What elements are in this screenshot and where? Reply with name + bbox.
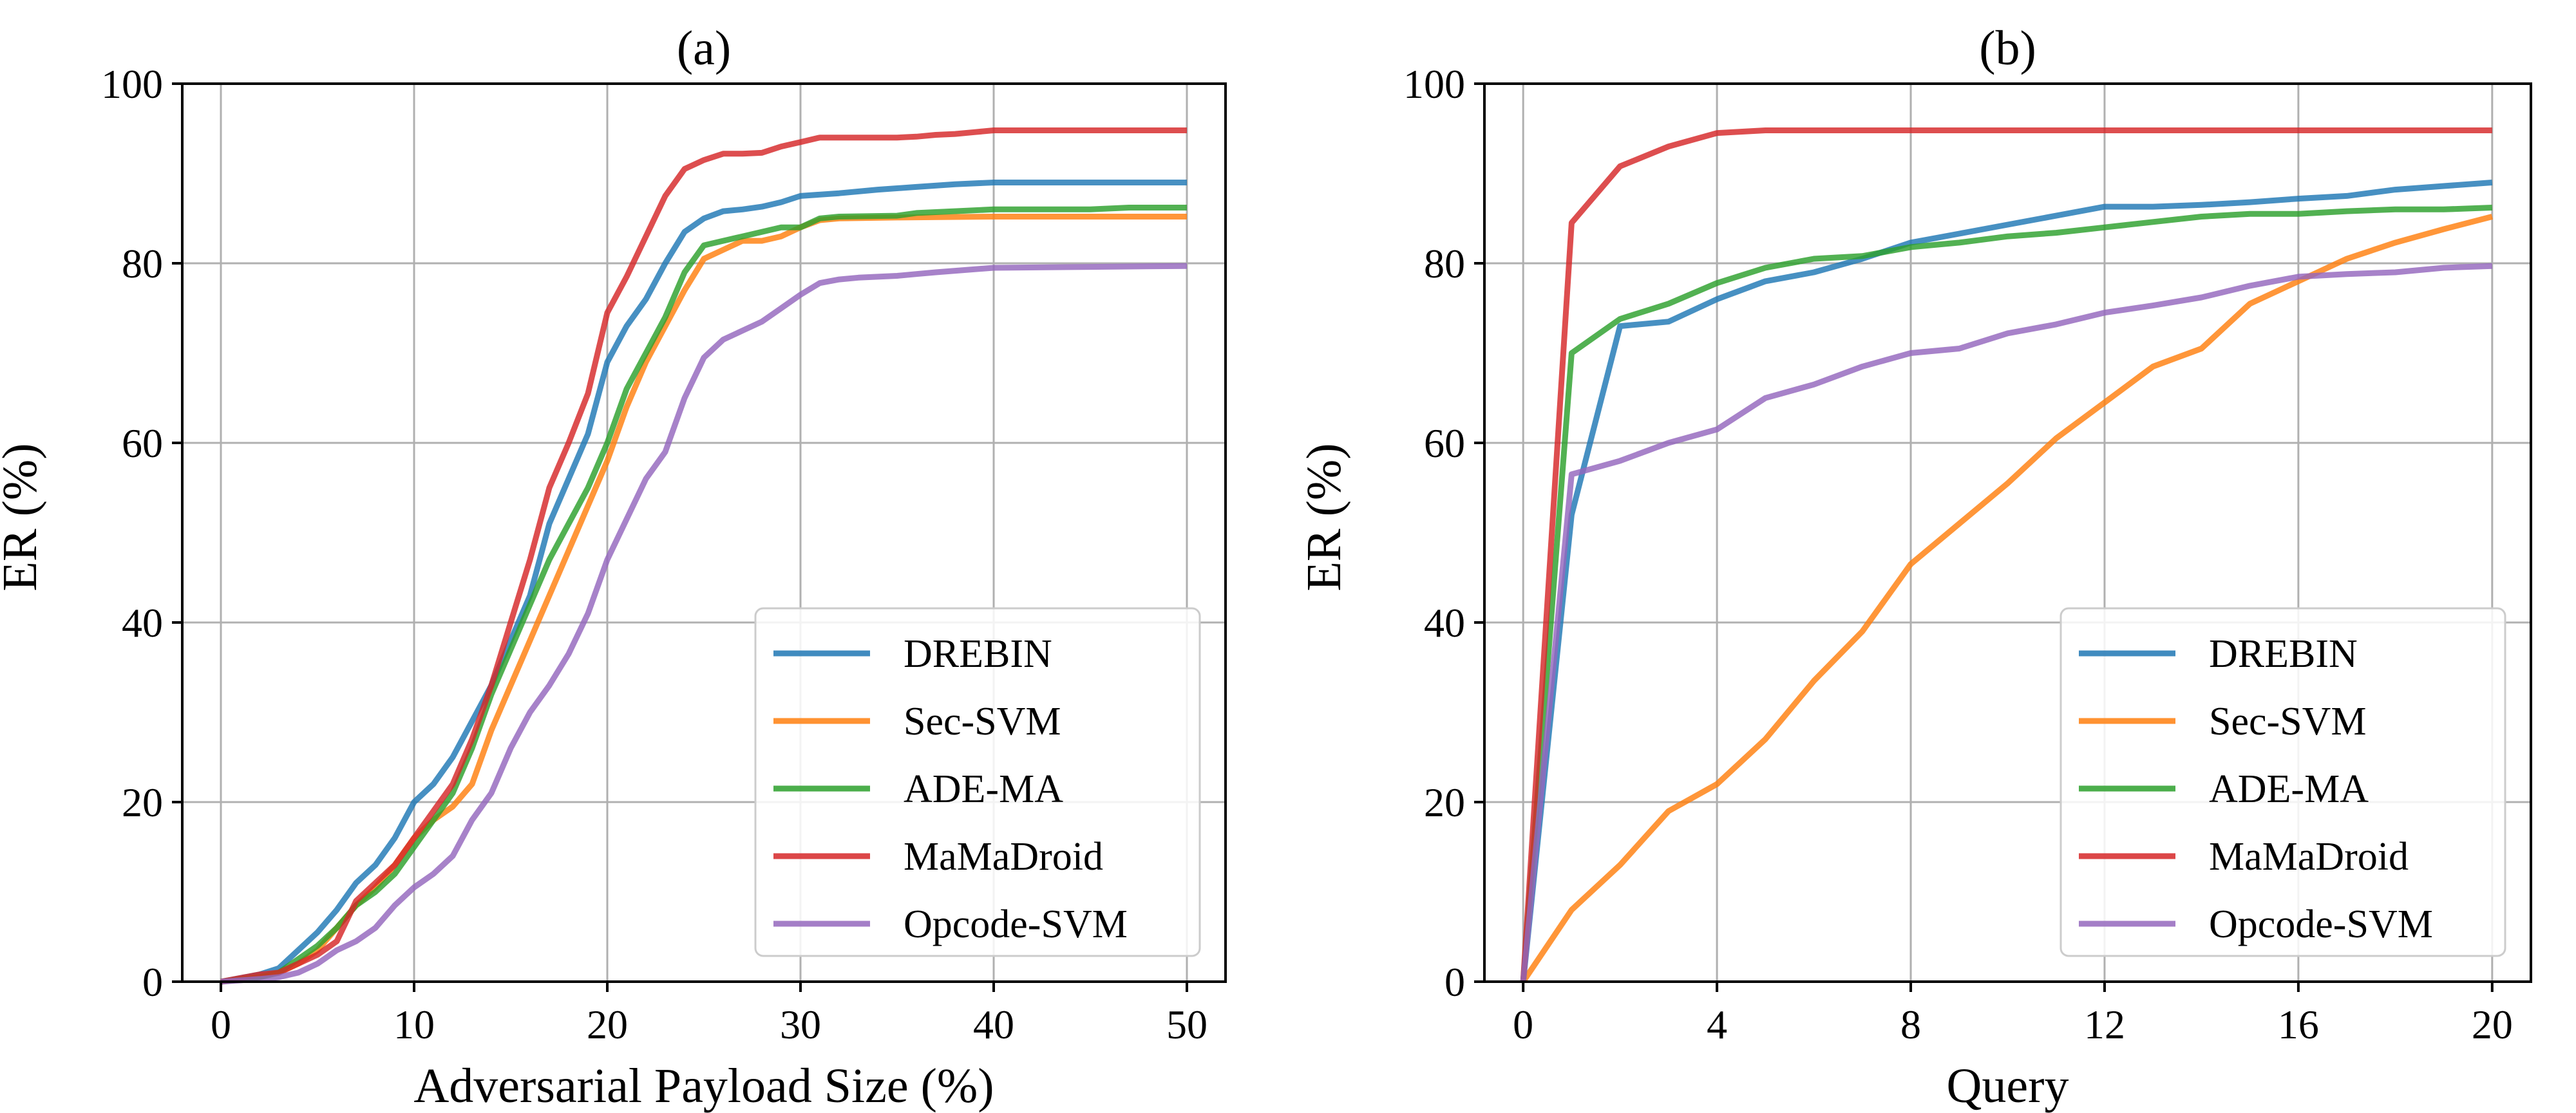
legend-label-ade-ma: ADE-MA [2209,767,2369,811]
x-tick-label: 4 [1707,1002,1727,1047]
legend-label-sec-svm: Sec-SVM [2209,700,2367,744]
x-axis-label: Query [1947,1059,2069,1113]
legend-label-mamadroid: MaMaDroid [2209,835,2409,879]
series-line-mamadroid [1520,127,2492,982]
x-tick-label: 16 [2278,1002,2319,1047]
x-tick-label: 40 [973,1002,1014,1047]
legend-box [754,607,1201,957]
legend-label-opcode-svm: Opcode-SVM [904,903,1128,946]
series-line-drebin [220,180,1187,985]
plot-frame [181,82,1227,983]
y-axis-label: ER (%) [0,443,47,591]
y-tick-label: 80 [122,241,163,286]
series-line-mamadroid [220,127,1187,985]
y-tick-label: 80 [1424,241,1465,286]
series-line-sec-svm [1520,214,2493,984]
y-tick-label: 60 [1424,420,1465,466]
series-line-ade-ma [1520,205,2492,982]
legend-label-opcode-svm: Opcode-SVM [2209,903,2433,946]
legend-label-ade-ma: ADE-MA [904,767,1063,811]
x-axis-label: Adversarial Payload Size (%) [413,1059,994,1113]
series-line-ade-ma [220,205,1187,985]
legend: DREBIN Sec-SVM ADE-MA MaMaDroid Opcode-SVM [2060,607,2506,957]
legend-label-sec-svm: Sec-SVM [904,700,1061,744]
legend-label-drebin: DREBIN [904,632,1052,676]
y-tick-label: 60 [122,420,163,466]
x-tick-label: 20 [2472,1002,2513,1047]
y-tick-label: 100 [101,61,163,107]
x-tick-label: 0 [211,1002,231,1047]
legend: DREBIN Sec-SVM ADE-MA MaMaDroid Opcode-SVM [754,607,1201,957]
chart-title: (a) [677,21,731,75]
y-axis-label: ER (%) [1297,443,1351,591]
y-tick-label: 0 [142,959,163,1005]
legend-label-drebin: DREBIN [2209,632,2358,676]
plot-frame [1483,82,2532,983]
x-tick-label: 8 [1900,1002,1921,1047]
y-tick-label: 0 [1444,959,1465,1005]
x-tick-label: 10 [393,1002,435,1047]
x-tick-label: 0 [1513,1002,1533,1047]
y-tick-label: 100 [1403,61,1465,107]
x-tick-label: 12 [2084,1002,2125,1047]
y-tick-label: 20 [1424,780,1465,825]
x-tick-label: 20 [587,1002,628,1047]
chart-panel-b: 0 4 8 12 16 20 0 20 40 60 80 100 (b) Query ER (%) DREBI… [1297,21,2532,1113]
series-line-drebin [1520,180,2493,982]
y-tick-label: 40 [122,600,163,646]
y-tick-label: 20 [122,780,163,825]
series-line-opcode-svm [220,263,1188,985]
chart-title: (b) [1979,21,2036,75]
legend-box [2060,607,2506,957]
x-tick-label: 50 [1166,1002,1208,1047]
chart-panel-a: 0 10 20 30 40 50 0 20 40 60 80 100 (a) Adversarial Pa… [0,21,1227,1113]
x-tick-label: 30 [780,1002,821,1047]
y-tick-label: 40 [1424,600,1465,646]
series-line-opcode-svm [1520,263,2492,982]
legend-label-mamadroid: MaMaDroid [904,835,1103,879]
